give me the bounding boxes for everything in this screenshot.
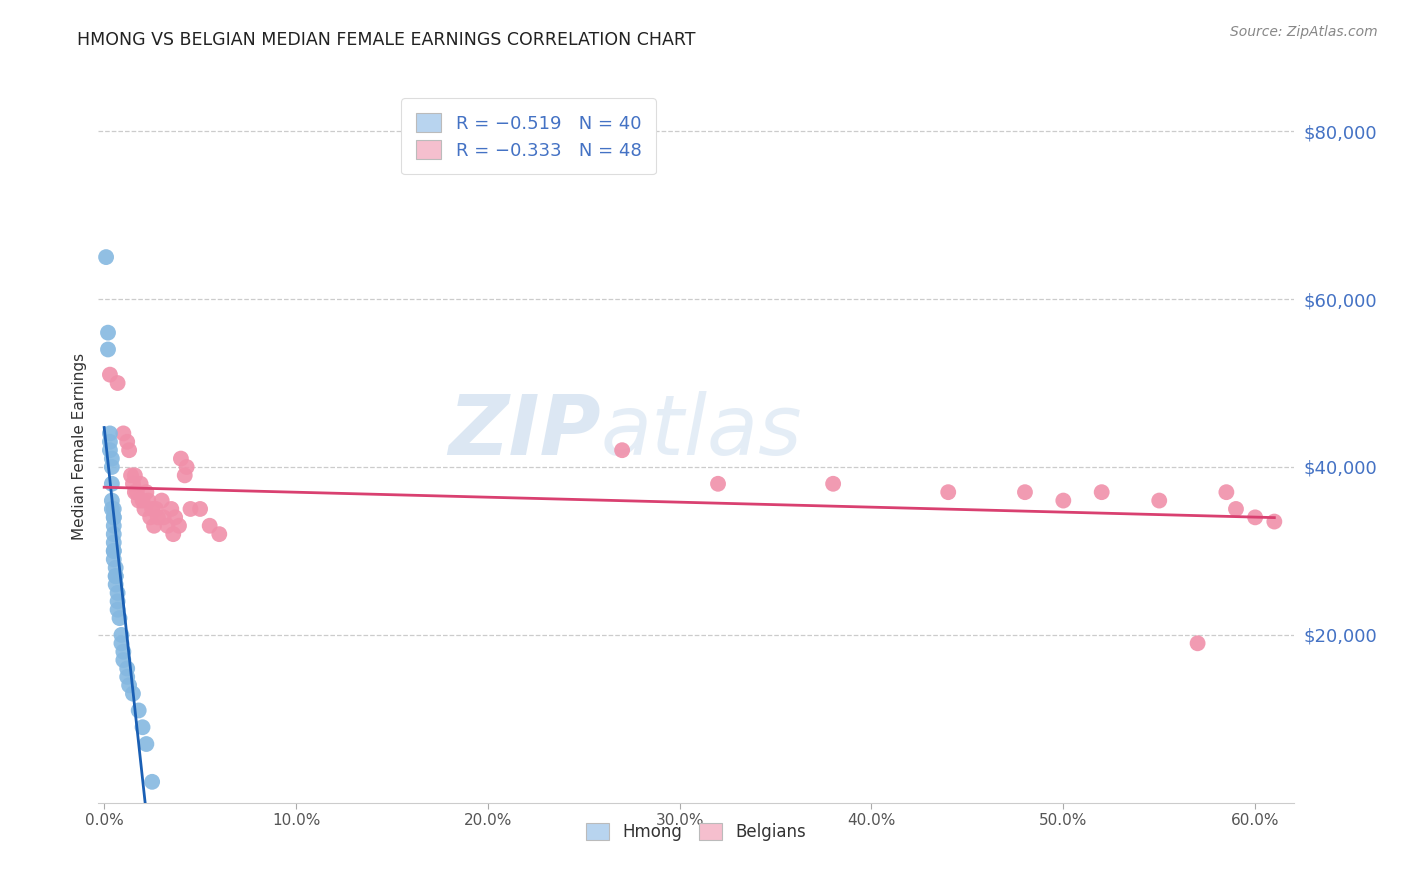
Point <box>165 510 187 524</box>
Point <box>110 628 132 642</box>
Point <box>101 476 124 491</box>
Point <box>115 661 138 675</box>
Point <box>108 611 131 625</box>
Point <box>1225 502 1247 516</box>
Point <box>179 502 201 516</box>
Point <box>104 560 127 574</box>
Point <box>160 502 183 516</box>
Point <box>118 678 141 692</box>
Point <box>120 468 142 483</box>
Point <box>115 434 138 449</box>
Text: Source: ZipAtlas.com: Source: ZipAtlas.com <box>1230 25 1378 39</box>
Point <box>103 544 125 558</box>
Point <box>104 569 127 583</box>
Point <box>610 443 633 458</box>
Point <box>128 493 150 508</box>
Point <box>124 485 146 500</box>
Point <box>823 476 845 491</box>
Point <box>1244 510 1267 524</box>
Point <box>107 376 129 390</box>
Point <box>173 468 195 483</box>
Point <box>936 485 959 500</box>
Point <box>101 460 124 475</box>
Point <box>103 518 125 533</box>
Point <box>112 653 135 667</box>
Point <box>107 586 129 600</box>
Point <box>103 510 125 524</box>
Point <box>1052 493 1074 508</box>
Point <box>118 443 141 458</box>
Legend: Hmong, Belgians: Hmong, Belgians <box>579 816 813 848</box>
Point <box>139 510 162 524</box>
Point <box>112 645 135 659</box>
Point <box>103 552 125 566</box>
Point <box>101 451 124 466</box>
Point <box>146 510 169 524</box>
Point <box>103 527 125 541</box>
Point <box>124 468 146 483</box>
Point <box>122 476 145 491</box>
Point <box>128 703 150 717</box>
Point <box>98 443 121 458</box>
Point <box>94 250 117 264</box>
Point <box>129 476 152 491</box>
Point <box>188 502 211 516</box>
Point <box>162 527 184 541</box>
Point <box>97 343 120 357</box>
Point <box>103 544 125 558</box>
Point <box>208 527 231 541</box>
Point <box>122 687 145 701</box>
Point <box>98 426 121 441</box>
Point <box>1263 515 1285 529</box>
Point <box>103 502 125 516</box>
Point <box>156 518 179 533</box>
Point <box>135 737 157 751</box>
Point <box>110 636 132 650</box>
Point <box>170 451 193 466</box>
Point <box>112 426 135 441</box>
Point <box>1014 485 1036 500</box>
Text: HMONG VS BELGIAN MEDIAN FEMALE EARNINGS CORRELATION CHART: HMONG VS BELGIAN MEDIAN FEMALE EARNINGS … <box>77 31 696 49</box>
Point <box>131 720 153 734</box>
Y-axis label: Median Female Earnings: Median Female Earnings <box>72 352 87 540</box>
Point <box>135 485 157 500</box>
Point <box>103 535 125 549</box>
Point <box>107 594 129 608</box>
Point <box>104 569 127 583</box>
Point <box>98 368 121 382</box>
Point <box>136 493 159 508</box>
Point <box>104 577 127 591</box>
Text: ZIP: ZIP <box>447 392 600 472</box>
Point <box>1091 485 1114 500</box>
Point <box>97 326 120 340</box>
Point <box>198 518 221 533</box>
Point <box>152 510 174 524</box>
Text: atlas: atlas <box>600 392 801 472</box>
Point <box>141 774 163 789</box>
Point <box>134 502 156 516</box>
Point <box>103 510 125 524</box>
Point <box>143 518 166 533</box>
Point <box>125 485 148 500</box>
Point <box>150 493 173 508</box>
Point <box>707 476 730 491</box>
Point <box>145 502 167 516</box>
Point <box>1187 636 1209 650</box>
Point <box>107 603 129 617</box>
Point <box>101 493 124 508</box>
Point <box>131 493 153 508</box>
Point <box>1147 493 1170 508</box>
Point <box>141 502 163 516</box>
Point <box>176 460 198 475</box>
Point <box>115 670 138 684</box>
Point <box>101 502 124 516</box>
Point <box>98 434 121 449</box>
Point <box>1215 485 1237 500</box>
Point <box>167 518 190 533</box>
